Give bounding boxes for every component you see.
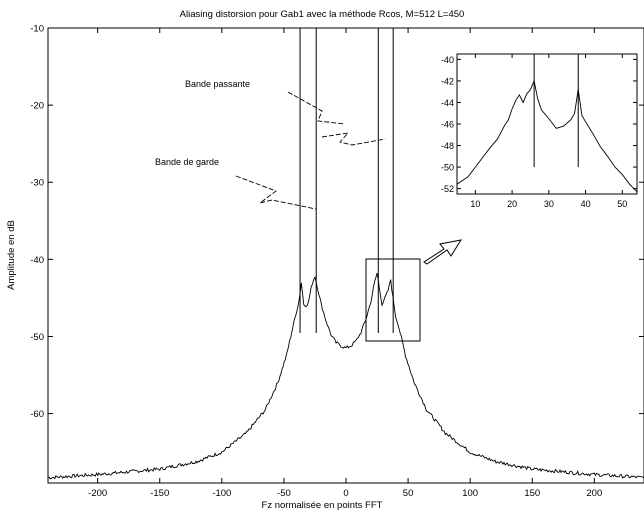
annotation-bande-passante: Bande passante — [185, 79, 250, 89]
y-tick-label: -30 — [30, 178, 44, 189]
y-tick-label: -20 — [30, 101, 44, 112]
arrow-bande-de-garde — [235, 175, 317, 210]
arrow-bande-passante-2 — [321, 132, 386, 146]
inset-y-tick-label: -44 — [441, 98, 454, 108]
inset-y-tick-label: -46 — [441, 120, 454, 130]
y-tick-label: -50 — [30, 332, 44, 343]
x-tick-label: 100 — [462, 488, 478, 499]
x-tick-label: -100 — [212, 488, 231, 499]
x-tick-label: 0 — [343, 488, 348, 499]
y-tick-label: -40 — [30, 255, 44, 266]
x-axis-ticks: -200 -150 -100 -50 0 50 100 150 200 — [88, 28, 602, 499]
inset-x-tick-label: 10 — [470, 199, 480, 209]
inset-x-tick-label: 20 — [507, 199, 517, 209]
inset-y-tick-label: -42 — [441, 76, 454, 86]
inset-y-axis-ticks: -40 -42 -44 -46 -48 -50 -52 — [441, 55, 637, 194]
inset-marker-lines — [533, 54, 579, 168]
inset-y-tick-label: -48 — [441, 141, 454, 151]
x-tick-label: -150 — [150, 488, 169, 499]
x-tick-label: -200 — [88, 488, 107, 499]
chart-title: Aliasing distorsion pour Gab1 avec la mé… — [180, 9, 465, 20]
annotation-arrows — [235, 91, 386, 210]
inset-x-axis-ticks: 10 20 30 40 50 — [470, 54, 627, 209]
x-tick-label: 200 — [586, 488, 602, 499]
y-tick-label: -10 — [30, 24, 44, 35]
x-tick-label: 150 — [524, 488, 540, 499]
inset-background — [455, 52, 639, 194]
inset-x-tick-label: 30 — [544, 199, 554, 209]
arrow-bande-passante-1 — [287, 91, 346, 125]
inset-y-tick-label: -52 — [441, 184, 454, 194]
y-axis-label: Amplitude en dB — [6, 220, 17, 290]
inset-x-tick-label: 50 — [617, 199, 627, 209]
zoom-region-box — [365, 258, 421, 342]
inset-y-tick-label: -40 — [441, 55, 454, 65]
x-tick-label: -50 — [277, 488, 291, 499]
inset-spectrum-line — [456, 79, 638, 193]
zoom-arrow-icon — [423, 239, 463, 265]
spectrum-line — [47, 272, 644, 480]
y-tick-label: -60 — [30, 409, 44, 420]
inset-y-tick-label: -50 — [441, 163, 454, 173]
x-axis-label: Fz normalisée en points FFT — [262, 500, 383, 511]
y-axis-ticks: -10 -20 -30 -40 -50 -60 — [30, 24, 644, 420]
inset-x-tick-label: 40 — [581, 199, 591, 209]
x-tick-label: 50 — [403, 488, 414, 499]
annotation-bande-de-garde: Bande de garde — [155, 157, 219, 167]
